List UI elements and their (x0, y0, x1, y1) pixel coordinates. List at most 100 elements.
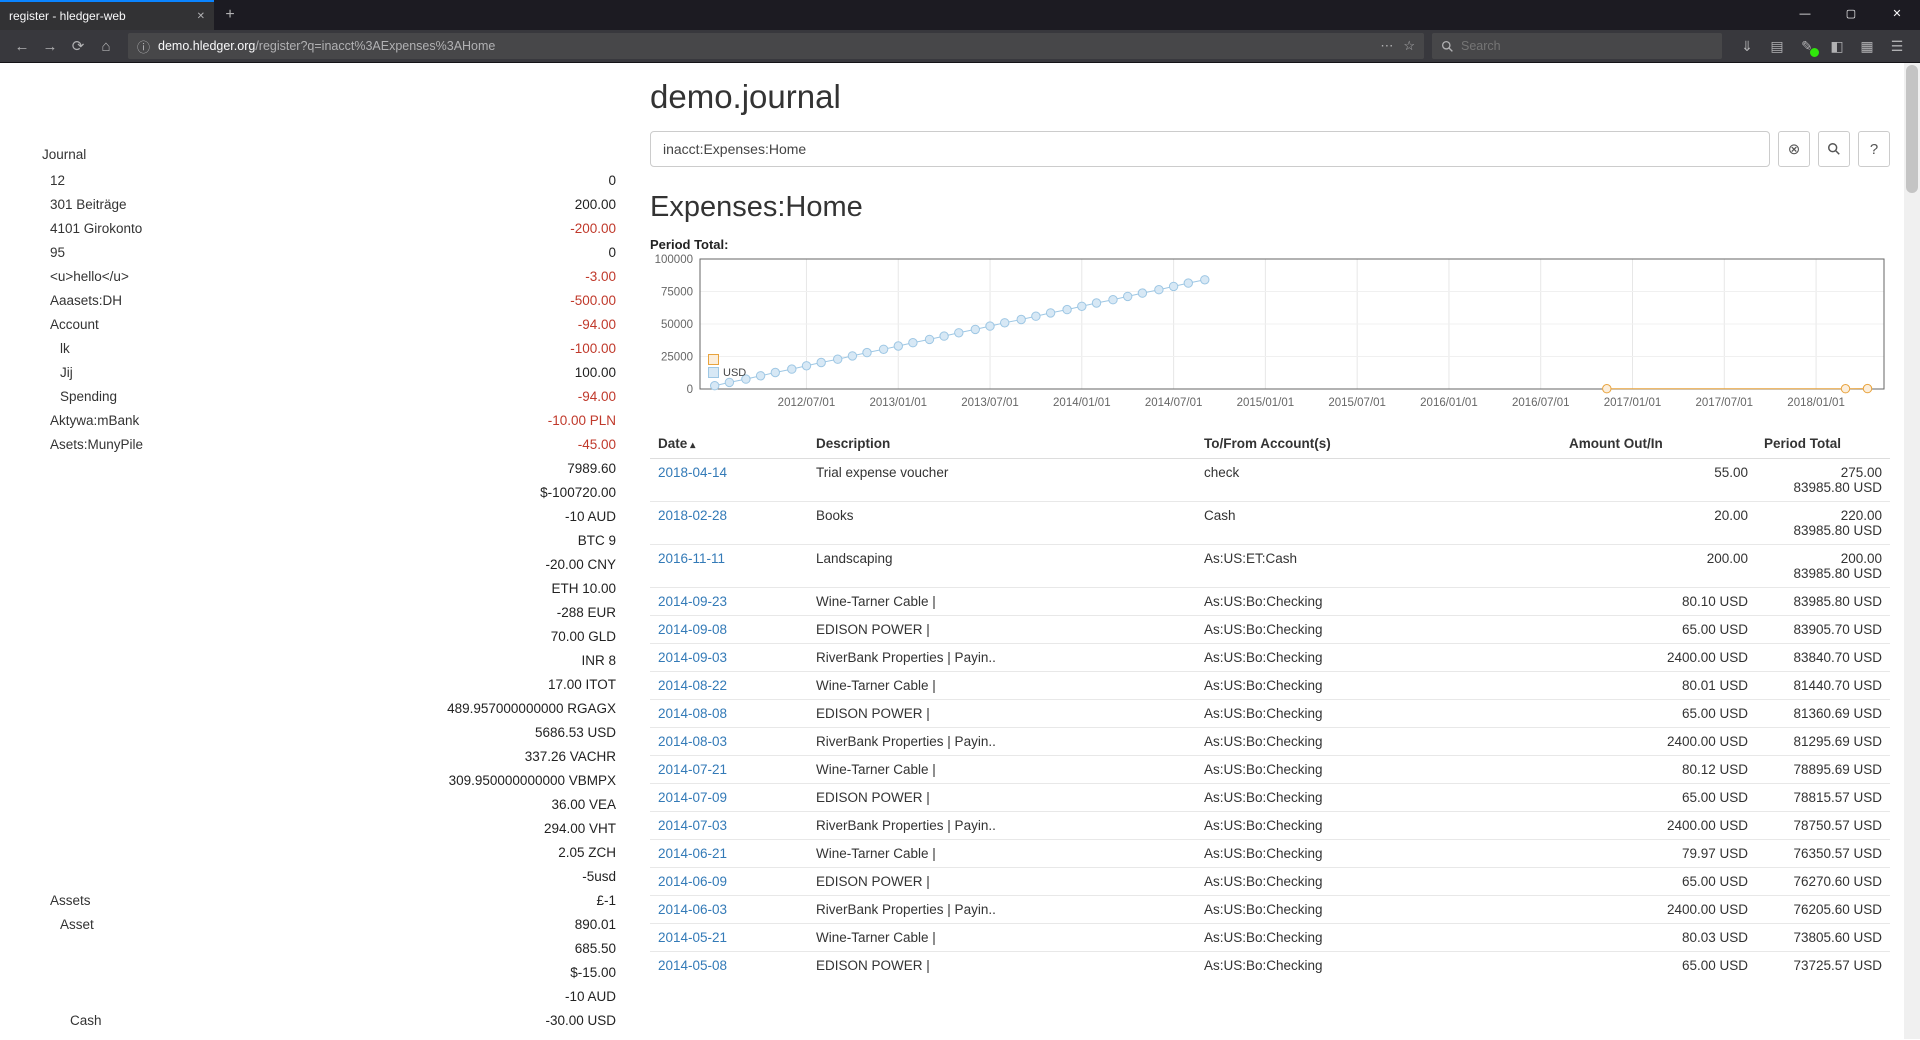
transaction-date-link[interactable]: 2014-07-21 (658, 762, 728, 777)
register-row[interactable]: 2014-06-09 EDISON POWER | As:US:Bo:Checkin… (650, 867, 1890, 896)
register-row[interactable]: 2014-06-21 Wine-Tarner Cable | As:US:Bo:Ch… (650, 839, 1890, 868)
register-row[interactable]: 2014-05-21 Wine-Tarner Cable | As:US:Bo:Ch… (650, 923, 1890, 952)
scrollbar-thumb[interactable] (1906, 65, 1918, 193)
submit-search-button[interactable] (1818, 131, 1850, 167)
register-row[interactable]: 2014-09-23 Wine-Tarner Cable | As:US:Bo:Ch… (650, 587, 1890, 616)
browser-search-input[interactable] (1461, 39, 1713, 53)
account-link[interactable]: 301 Beiträge (50, 197, 127, 212)
sidebar-account-row: $-15.00 (42, 961, 616, 985)
back-icon[interactable]: ← (14, 37, 30, 55)
page-actions-icon[interactable]: ⋯ (1380, 38, 1394, 53)
register-row[interactable]: 2014-07-21 Wine-Tarner Cable | As:US:Bo:Ch… (650, 755, 1890, 784)
browser-search-bar[interactable] (1432, 33, 1722, 59)
browser-tab[interactable]: register - hledger-web ✕ (0, 0, 214, 30)
transaction-date-link[interactable]: 2018-04-14 (658, 465, 728, 480)
transaction-description: Wine-Tarner Cable | (808, 839, 1196, 868)
account-link[interactable]: Aaasets:DH (50, 293, 123, 308)
account-link[interactable]: Spending (60, 389, 118, 404)
register-row[interactable]: 2014-06-03 RiverBank Properties | Payin..… (650, 895, 1890, 924)
register-row[interactable]: 2018-04-14 Trial expense voucher check 55.0… (650, 459, 1890, 502)
library-icon[interactable]: ▤ (1770, 37, 1784, 54)
register-row[interactable]: 2014-08-03 RiverBank Properties | Payin..… (650, 727, 1890, 756)
transaction-description: Wine-Tarner Cable | (808, 755, 1196, 784)
minimize-button[interactable]: — (1799, 8, 1811, 20)
register-row[interactable]: 2014-07-03 RiverBank Properties | Payin..… (650, 811, 1890, 840)
download-icon[interactable]: ⇓ (1741, 37, 1753, 54)
transaction-period-total: 81295.69 USD (1756, 727, 1890, 756)
account-link[interactable]: Asset (60, 917, 94, 932)
account-link[interactable]: Aktywa:mBank (50, 413, 140, 428)
transaction-date-link[interactable]: 2014-06-09 (658, 874, 728, 889)
account-link[interactable]: Asets:MunyPile (50, 437, 144, 452)
transaction-date-link[interactable]: 2014-08-22 (658, 678, 728, 693)
sidebar-account-row: Aaasets:DH -500.00 (42, 289, 616, 313)
sidebar-account-row: 5686.53 USD (42, 721, 616, 745)
tab-close-icon[interactable]: ✕ (196, 10, 205, 22)
transaction-date-link[interactable]: 2014-07-03 (658, 818, 728, 833)
account-link[interactable]: 12 (50, 173, 66, 188)
transaction-date-link[interactable]: 2016-11-11 (658, 551, 726, 566)
register-row[interactable]: 2014-08-22 Wine-Tarner Cable | As:US:Bo:Ch… (650, 671, 1890, 700)
url-bar[interactable]: ⓘ demo.hledger.org/register?q=inacct%3AE… (128, 33, 1424, 59)
register-row[interactable]: 2016-11-11 Landscaping As:US:ET:Cash 200.00… (650, 544, 1890, 588)
period-total-chart: 2012/07/01 2013/01/01 2013/07/01 2014/01/01… (650, 253, 1890, 423)
transaction-amount: 2400.00 USD (1561, 895, 1756, 924)
account-link[interactable]: 95 (50, 245, 66, 260)
sidebar-toggle-icon[interactable]: ◧ (1830, 37, 1844, 54)
account-link[interactable]: <u>hello</u> (50, 269, 129, 284)
column-header-date[interactable]: Date ▴ (650, 429, 808, 459)
transaction-date-link[interactable]: 2014-05-08 (658, 958, 728, 973)
transaction-period-total: 78895.69 USD (1756, 755, 1890, 784)
transaction-date-link[interactable]: 2014-09-03 (658, 650, 728, 665)
site-info-icon[interactable]: ⓘ (137, 39, 151, 55)
reload-icon[interactable]: ⟳ (71, 38, 85, 55)
bookmark-star-icon[interactable]: ☆ (1403, 38, 1415, 53)
account-link[interactable]: lk (60, 341, 70, 356)
transaction-date-link[interactable]: 2014-06-21 (658, 846, 728, 861)
column-header-account[interactable]: To/From Account(s) (1196, 429, 1561, 459)
register-row[interactable]: 2018-02-28 Books Cash 20.00 220.00 83985.80 U… (650, 501, 1890, 545)
sidebar-account-row: Spending -94.00 (42, 385, 616, 409)
transaction-date-link[interactable]: 2014-06-03 (658, 902, 728, 917)
register-row[interactable]: 2014-08-08 EDISON POWER | As:US:Bo:Checkin… (650, 699, 1890, 728)
menu-icon[interactable]: ☰ (1890, 37, 1904, 54)
column-header-period-total[interactable]: Period Total (1756, 429, 1890, 459)
transaction-date-link[interactable]: 2014-05-21 (658, 930, 728, 945)
transaction-date-link[interactable]: 2014-07-09 (658, 790, 728, 805)
maximize-button[interactable]: ▢ (1845, 8, 1857, 20)
help-button[interactable]: ? (1858, 131, 1890, 167)
register-row[interactable]: 2014-09-03 RiverBank Properties | Payin..… (650, 643, 1890, 672)
sidebar-accounts: 12 0 301 Beiträge 200.00 4101 Girokonto -200.… (42, 169, 616, 1039)
account-link[interactable]: Account (50, 317, 99, 332)
account-link (42, 481, 50, 505)
account-link (42, 817, 50, 841)
transaction-date-link[interactable]: 2014-09-23 (658, 594, 728, 609)
column-header-amount[interactable]: Amount Out/In (1561, 429, 1756, 459)
extension-icon[interactable]: ✎ (1792, 33, 1822, 59)
page-scrollbar[interactable] (1904, 63, 1920, 1039)
transaction-date-cell: 2014-08-08 (650, 699, 808, 728)
journal-link[interactable]: Journal (42, 147, 87, 162)
grid-icon[interactable]: ▦ (1860, 37, 1874, 54)
register-row[interactable]: 2014-05-08 EDISON POWER | As:US:Bo:Checkin… (650, 951, 1890, 979)
account-balance: £-1 (596, 893, 616, 908)
sidebar-account-row: 4101 Girokonto -200.00 (42, 217, 616, 241)
transaction-date-link[interactable]: 2014-08-03 (658, 734, 728, 749)
forward-icon[interactable]: → (42, 37, 58, 55)
new-tab-button[interactable]: + (225, 6, 235, 23)
account-link[interactable]: Cash (70, 1013, 102, 1028)
account-balance: -94.00 (577, 317, 616, 332)
home-icon[interactable]: ⌂ (101, 37, 111, 55)
account-link[interactable]: Jij (60, 365, 73, 380)
column-header-description[interactable]: Description (808, 429, 1196, 459)
transaction-date-link[interactable]: 2018-02-28 (658, 508, 728, 523)
account-link[interactable]: Assets (50, 893, 91, 908)
register-row[interactable]: 2014-09-08 EDISON POWER | As:US:Bo:Checkin… (650, 615, 1890, 644)
transaction-date-link[interactable]: 2014-08-08 (658, 706, 728, 721)
query-input[interactable] (650, 131, 1770, 167)
register-row[interactable]: 2014-07-09 EDISON POWER | As:US:Bo:Checkin… (650, 783, 1890, 812)
clear-query-button[interactable]: ⊗ (1778, 131, 1810, 167)
close-button[interactable]: ✕ (1892, 8, 1902, 20)
transaction-date-link[interactable]: 2014-09-08 (658, 622, 728, 637)
account-link[interactable]: 4101 Girokonto (50, 221, 143, 236)
